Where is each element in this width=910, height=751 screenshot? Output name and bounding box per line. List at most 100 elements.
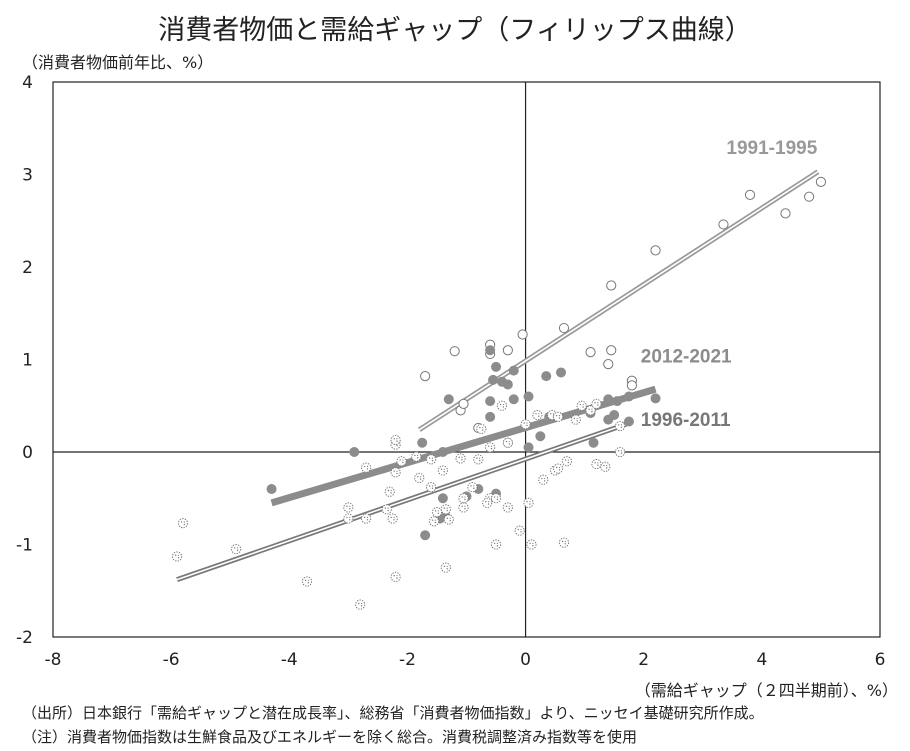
- point-1996-2011: [490, 539, 502, 550]
- y-tick-label: 1: [22, 351, 33, 371]
- point-dot: [346, 516, 348, 519]
- point-1996-2011: [467, 482, 478, 493]
- point-2012-2021: [609, 410, 620, 420]
- point-dot: [416, 457, 419, 459]
- point-dot: [464, 508, 466, 510]
- point-dot: [526, 422, 528, 424]
- point-dot: [358, 602, 360, 605]
- point-dot: [393, 438, 395, 440]
- point-1996-2011: [360, 513, 372, 524]
- point-dot: [387, 507, 389, 509]
- point-dot: [446, 509, 448, 512]
- point-dot: [496, 542, 499, 544]
- point-dot: [431, 457, 434, 459]
- point-dot: [307, 579, 310, 581]
- point-dot: [443, 468, 445, 470]
- point-1991-1995: [449, 346, 460, 357]
- point-dot: [505, 440, 508, 443]
- point-dot: [384, 507, 387, 509]
- point-1996-2011: [440, 562, 451, 573]
- point-dot: [526, 424, 528, 427]
- point-1996-2011: [523, 497, 534, 508]
- point-dot: [396, 440, 398, 442]
- point-dot: [304, 579, 307, 581]
- source-note: （出所）日本銀行「需給ギャップと潜在成長率」、総務省「消費者物価指数」より、ニッ…: [22, 704, 764, 722]
- point-1991-1995: [585, 347, 596, 358]
- y-tick-label: 4: [22, 73, 33, 93]
- point-dot: [573, 417, 576, 420]
- point-dot: [479, 457, 481, 459]
- point-2012-2021: [603, 394, 614, 405]
- point-dot: [538, 415, 540, 417]
- point-dot: [490, 447, 493, 450]
- trend-line-inner-1991-1995: [418, 171, 819, 431]
- point-dot: [517, 528, 519, 531]
- point-1996-2011: [387, 513, 398, 524]
- point-dot: [543, 480, 546, 482]
- point-1996-2011: [585, 405, 596, 416]
- point-1996-2011: [490, 493, 502, 504]
- point-dot: [366, 519, 369, 521]
- point-1996-2011: [514, 525, 525, 536]
- point-1996-2011: [390, 571, 401, 582]
- point-1991-1995: [603, 359, 614, 370]
- point-dot: [485, 500, 487, 503]
- point-dot: [390, 489, 392, 492]
- point-dot: [620, 452, 623, 454]
- point-dot: [449, 517, 451, 519]
- point-dot: [620, 424, 623, 426]
- y-tick-label: 0: [22, 443, 33, 463]
- point-dot: [387, 489, 390, 492]
- point-2012-2021: [443, 394, 454, 405]
- point-dot: [499, 403, 502, 406]
- trend-line-inner-1996-2011: [176, 423, 627, 581]
- point-1991-1995: [804, 191, 815, 202]
- point-dot: [591, 410, 593, 413]
- point-2012-2021: [612, 396, 623, 407]
- point-1991-1995: [626, 380, 638, 391]
- point-dot: [526, 500, 528, 503]
- point-dot: [443, 471, 445, 473]
- point-2012-2021: [508, 365, 519, 376]
- point-dot: [603, 464, 605, 467]
- point-dot: [414, 454, 416, 457]
- point-dot: [502, 406, 505, 408]
- x-tick-label: -8: [45, 650, 62, 670]
- point-dot: [617, 424, 620, 426]
- point-dot: [177, 554, 180, 556]
- point-dot: [555, 466, 558, 469]
- point-dot: [396, 438, 398, 440]
- point-dot: [493, 542, 496, 544]
- point-dot: [236, 547, 239, 549]
- point-dot: [420, 476, 422, 478]
- point-dot: [520, 531, 522, 533]
- point-dot: [620, 450, 623, 452]
- point-dot: [597, 462, 599, 464]
- point-1996-2011: [231, 544, 242, 555]
- point-1996-2011: [458, 502, 469, 513]
- point-1996-2011: [614, 446, 626, 458]
- point-dot: [538, 413, 540, 415]
- point-dot: [496, 498, 499, 501]
- point-1996-2011: [411, 451, 422, 462]
- point-dot: [496, 545, 499, 547]
- point-dot: [579, 403, 581, 406]
- point-1996-2011: [440, 504, 451, 515]
- point-1996-2011: [502, 502, 513, 513]
- point-2012-2021: [349, 447, 360, 457]
- point-dot: [597, 404, 599, 406]
- point-dot: [502, 403, 504, 406]
- point-dot: [446, 565, 448, 568]
- point-1996-2011: [526, 539, 537, 550]
- point-dot: [597, 402, 599, 404]
- point-dot: [417, 454, 419, 457]
- point-dot: [564, 540, 566, 543]
- series-label-2012-2021: 2012-2021: [641, 346, 732, 367]
- point-dot: [508, 440, 510, 443]
- point-dot: [464, 505, 466, 507]
- point-dot: [349, 508, 351, 510]
- point-dot: [428, 485, 431, 487]
- point-2012-2021: [420, 530, 431, 541]
- point-1991-1995: [517, 329, 528, 340]
